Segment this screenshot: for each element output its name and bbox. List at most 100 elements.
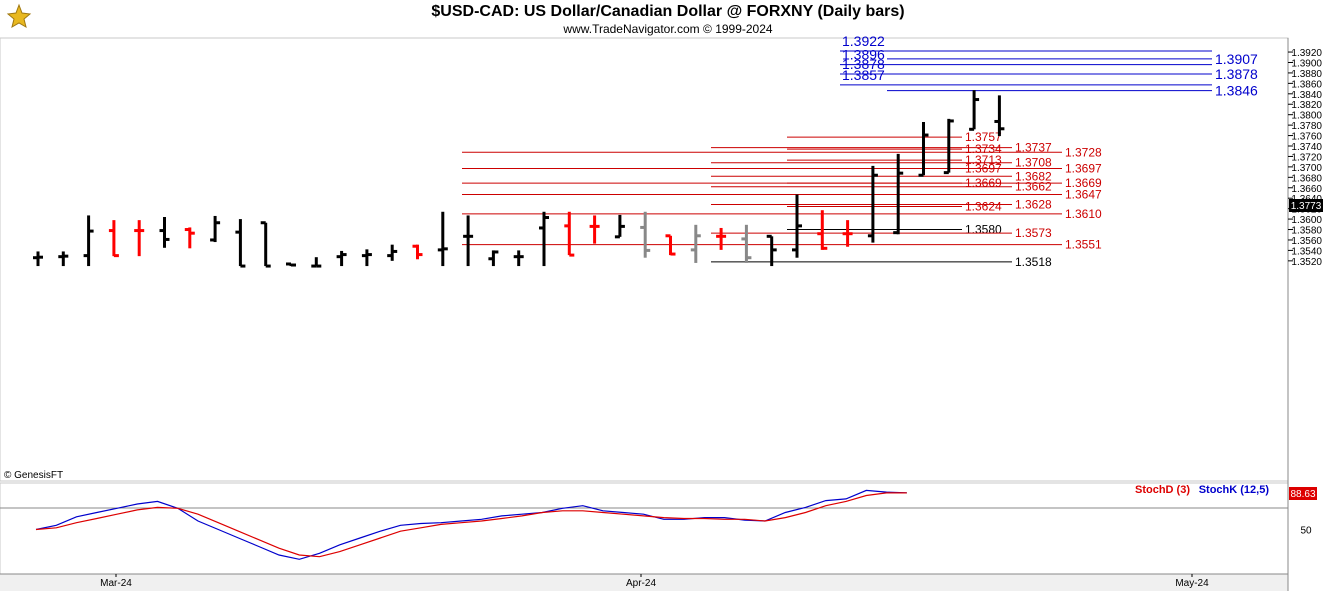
level-label: 1.3757 xyxy=(965,130,1002,144)
ohlc-bar xyxy=(235,219,246,268)
level-label: 1.3878 xyxy=(842,56,885,72)
ohlc-bar xyxy=(893,153,904,235)
level-label: 1.3628 xyxy=(1015,197,1052,211)
ohlc-bar xyxy=(184,227,195,249)
ohlc-bar xyxy=(108,220,119,258)
ohlc-bar xyxy=(311,257,322,268)
date-tick-label: May-24 xyxy=(1175,578,1209,589)
price-tick-label: 1.3660 xyxy=(1291,184,1322,195)
price-tick-label: 1.3700 xyxy=(1291,163,1322,174)
ohlc-bar xyxy=(513,250,524,267)
price-axis: 1.39201.39001.38801.38601.38401.38201.38… xyxy=(1288,48,1322,268)
chart-title: $USD-CAD: US Dollar/Canadian Dollar @ FO… xyxy=(431,3,905,20)
price-tick-label: 1.3780 xyxy=(1291,121,1322,132)
level-label: 1.3728 xyxy=(1065,145,1102,159)
stochk-legend: StochK (12,5) xyxy=(1199,484,1270,496)
ohlc-bar xyxy=(488,250,499,267)
level-label: 1.3580 xyxy=(965,223,1002,237)
ohlc-bar xyxy=(994,95,1005,137)
price-tick-label: 1.3600 xyxy=(1291,215,1322,226)
stoch-last-badge xyxy=(1289,487,1317,500)
ohlc-bar xyxy=(260,221,271,268)
price-tick-label: 1.3540 xyxy=(1291,246,1322,257)
stoch-last-value: 88.63 xyxy=(1290,489,1315,500)
price-tick-label: 1.3580 xyxy=(1291,226,1322,237)
trade-navigator-logo-icon xyxy=(6,3,32,29)
date-axis: Mar-24 Apr-24 May-24 xyxy=(100,574,1209,589)
chart-subtitle: www.TradeNavigator.com © 1999-2024 xyxy=(563,22,773,36)
level-label: 1.3647 xyxy=(1065,188,1102,202)
ohlc-bar xyxy=(437,211,448,267)
price-tick-label: 1.3900 xyxy=(1291,58,1322,69)
level-label: 1.3610 xyxy=(1065,207,1102,221)
level-label: 1.3708 xyxy=(1015,156,1052,170)
level-label: 1.3857 xyxy=(842,67,885,83)
price-tick-label: 1.3520 xyxy=(1291,257,1322,268)
level-label: 1.3573 xyxy=(1015,226,1052,240)
price-tick-label: 1.3880 xyxy=(1291,69,1322,80)
ohlc-bar xyxy=(716,227,727,250)
level-label: 1.3682 xyxy=(1015,169,1052,183)
price-tick-label: 1.3920 xyxy=(1291,48,1322,59)
ohlc-bar xyxy=(159,216,170,248)
price-tick-label: 1.3840 xyxy=(1291,90,1322,101)
ohlc-bar xyxy=(766,234,777,267)
level-label: 1.3697 xyxy=(1065,161,1102,175)
level-label: 1.3662 xyxy=(1015,180,1052,194)
price-tick-label: 1.3820 xyxy=(1291,100,1322,111)
ohlc-bar xyxy=(387,244,398,261)
price-tick-label: 1.3760 xyxy=(1291,132,1322,143)
ohlc-bar xyxy=(210,215,221,243)
ohlc-bar xyxy=(867,165,878,243)
ohlc-bar xyxy=(564,211,575,257)
ohlc-bar xyxy=(83,215,94,267)
stoch-series-line-1 xyxy=(35,492,907,558)
stochastic-panel: 50 xyxy=(0,489,1312,560)
ohlc-bar xyxy=(640,211,651,258)
ohlc-bar xyxy=(741,224,752,263)
date-tick-label: Mar-24 xyxy=(100,578,132,589)
ohlc-bar xyxy=(792,194,802,258)
watermark: © GenesisFT xyxy=(4,470,63,481)
ohlc-bar xyxy=(361,249,372,267)
level-label: 1.3896 xyxy=(842,47,885,63)
last-price-badge xyxy=(1289,199,1323,212)
ohlc-bar xyxy=(943,118,954,175)
ohlc-bar xyxy=(665,234,676,256)
ohlc-bar xyxy=(589,215,600,244)
price-level-lines: 1.39221.39071.38961.38781.38781.38571.38… xyxy=(462,33,1258,269)
ohlc-bar xyxy=(33,251,43,267)
ohlc-bar xyxy=(539,211,549,267)
level-label: 1.3907 xyxy=(1215,51,1258,67)
price-tick-label: 1.3720 xyxy=(1291,152,1322,163)
ohlc-bar xyxy=(690,224,701,263)
date-tick-label: Apr-24 xyxy=(626,578,656,589)
ohlc-bar xyxy=(412,244,423,260)
ohlc-bar xyxy=(969,90,980,131)
ohlc-bar xyxy=(463,215,474,267)
level-label: 1.3624 xyxy=(965,200,1002,214)
level-label: 1.3737 xyxy=(1015,141,1052,155)
last-price-value: 1.3773 xyxy=(1291,201,1322,212)
price-tick-label: 1.3740 xyxy=(1291,142,1322,153)
stoch-tick-label: 50 xyxy=(1300,526,1312,537)
ohlc-bar xyxy=(918,121,929,177)
level-label: 1.3551 xyxy=(1065,238,1102,252)
stochd-legend: StochD (3) xyxy=(1135,484,1190,496)
ohlc-bar xyxy=(286,262,296,267)
level-label: 1.3713 xyxy=(965,153,1002,167)
level-label: 1.3518 xyxy=(1015,255,1052,269)
price-tick-label: 1.3680 xyxy=(1291,173,1322,184)
level-label: 1.3669 xyxy=(1065,176,1102,190)
ohlc-bar xyxy=(336,250,347,267)
price-tick-label: 1.3560 xyxy=(1291,236,1322,247)
ohlc-bar xyxy=(58,251,69,267)
ohlc-bar xyxy=(134,220,145,257)
chart-frame xyxy=(0,37,1336,591)
level-label: 1.3846 xyxy=(1215,83,1258,99)
price-bars xyxy=(33,90,1005,268)
ohlc-bar xyxy=(614,214,625,239)
level-label: 1.3878 xyxy=(1215,66,1258,82)
level-label: 1.3922 xyxy=(842,33,885,49)
